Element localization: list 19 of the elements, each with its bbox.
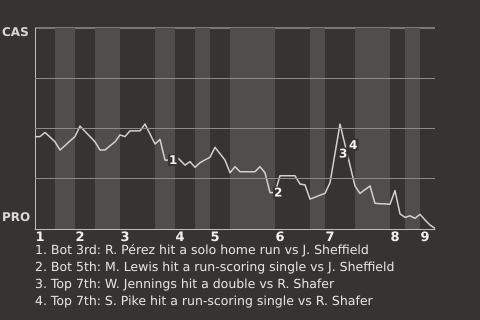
text: 3. Top 7th: W. Jennings hit a double vs R. Shafer (35, 276, 335, 291)
annotation: 1 (169, 153, 178, 168)
annotation: 2 (274, 186, 282, 200)
x-tick-label: 9 (420, 230, 430, 245)
text: 2. Bot 5th: M. Lewis hit a run-scoring single vs J. Sheffield (35, 259, 394, 274)
text: 1. Bot 3rd: R. Pérez hit a solo home run vs J. Sheffield (35, 242, 369, 257)
x-tick-label: 3 (120, 230, 130, 245)
text: PRO (2, 210, 30, 224)
text: 4. Top 7th: S. Pike hit a run-scoring single vs R. Shafer (35, 293, 374, 308)
x-tick-label: 2 (75, 230, 85, 245)
x-tick-label: 7 (325, 230, 335, 245)
text: CAS (2, 25, 29, 39)
annotation: 3 (339, 146, 348, 160)
x-tick-label: 4 (175, 230, 185, 245)
x-tick-label: 1 (35, 230, 45, 245)
x-tick-label: 5 (210, 230, 220, 245)
annotation: 4 (349, 138, 358, 152)
x-tick-label: 8 (390, 230, 400, 245)
x-tick-label: 6 (275, 230, 285, 245)
